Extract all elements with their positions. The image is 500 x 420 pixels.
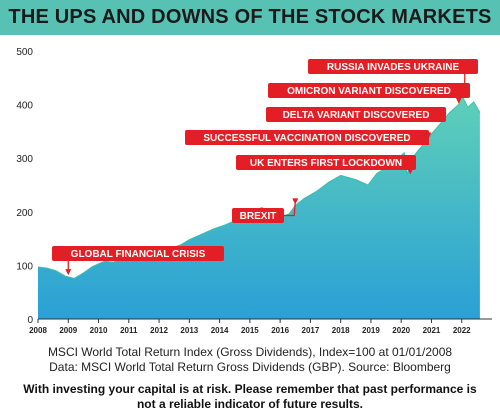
y-tick-label: 200 <box>16 208 33 219</box>
annotation-box <box>236 155 416 170</box>
annotation-box <box>185 130 429 145</box>
chart-title: THE UPS AND DOWNS OF THE STOCK MARKETS <box>8 6 492 28</box>
annotation-arrowhead <box>461 92 468 99</box>
annotation-box <box>268 83 470 98</box>
annotation-label: RUSSIA INVADES UKRAINE <box>327 62 460 73</box>
annotation-box <box>308 59 478 74</box>
annotation: UK ENTERS FIRST LOCKDOWN <box>236 155 416 175</box>
index-area <box>38 95 480 319</box>
annotation: OMICRON VARIANT DISCOVERED <box>268 83 470 104</box>
y-tick-label: 300 <box>16 154 33 165</box>
y-tick-label: 0 <box>27 315 33 326</box>
y-tick-label: 400 <box>16 101 33 112</box>
y-tick-label: 100 <box>16 261 33 272</box>
x-tick-label: 2015 <box>241 326 259 335</box>
x-tick-label: 2008 <box>29 326 47 335</box>
annotation-box <box>266 107 446 122</box>
x-tick-label: 2012 <box>150 326 168 335</box>
x-tick-label: 2017 <box>302 326 320 335</box>
annotation: SUCCESSFUL VACCINATION DISCOVERED <box>185 130 432 145</box>
x-tick-label: 2019 <box>362 326 380 335</box>
annotation-arrowhead <box>292 198 299 205</box>
source-caption: Data: MSCI World Total Return Gross Divi… <box>49 360 451 374</box>
annotation-arrowhead <box>65 269 72 276</box>
annotation: DELTA VARIANT DISCOVERED <box>266 107 447 122</box>
x-tick-label: 2016 <box>271 326 289 335</box>
annotation: GLOBAL FINANCIAL CRISIS <box>52 246 224 276</box>
title-bar: THE UPS AND DOWNS OF THE STOCK MARKETS <box>0 0 500 35</box>
annotation-arrowhead <box>455 97 462 104</box>
x-tick-label: 2018 <box>332 326 350 335</box>
annotation-label: SUCCESSFUL VACCINATION DISCOVERED <box>203 133 410 144</box>
index-caption: MSCI World Total Return Index (Gross Div… <box>47 345 453 359</box>
annotation-box <box>232 208 284 223</box>
y-tick-label: 500 <box>16 47 33 58</box>
annotation-arrow <box>284 201 296 217</box>
annotation-label: OMICRON VARIANT DISCOVERED <box>287 86 451 97</box>
annotation-label: GLOBAL FINANCIAL CRISIS <box>71 249 206 260</box>
x-tick-label: 2009 <box>59 326 77 335</box>
x-tick-label: 2010 <box>90 326 108 335</box>
annotation-label: UK ENTERS FIRST LOCKDOWN <box>250 158 402 169</box>
annotation-label: BREXIT <box>240 211 277 222</box>
x-tick-label: 2014 <box>211 326 229 335</box>
x-tick-label: 2021 <box>423 326 441 335</box>
x-tick-label: 2011 <box>120 326 138 335</box>
annotation-label: DELTA VARIANT DISCOVERED <box>283 110 430 121</box>
annotation: RUSSIA INVADES UKRAINE <box>308 59 478 99</box>
x-tick-label: 2020 <box>392 326 410 335</box>
annotation-box <box>52 246 224 261</box>
risk-disclaimer: With investing your capital is at risk. … <box>23 382 477 411</box>
annotation: BREXIT <box>232 198 299 223</box>
area-chart: 0 100 200 300 400 500 2008 2009 2010 2011 2012 2013… <box>16 47 492 335</box>
x-tick-label: 2022 <box>453 326 471 335</box>
x-tick-label: 2013 <box>180 326 198 335</box>
